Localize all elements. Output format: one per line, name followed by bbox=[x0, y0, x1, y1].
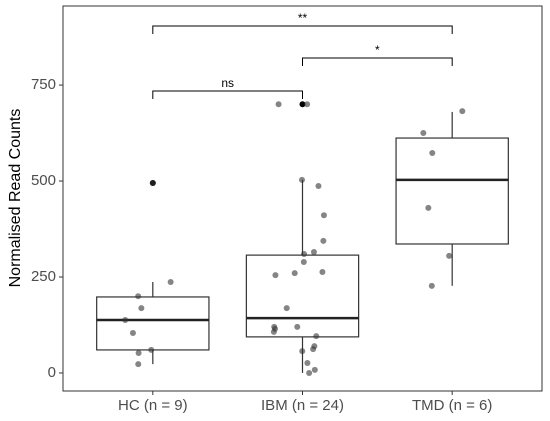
data-point bbox=[299, 348, 306, 355]
data-point bbox=[167, 278, 174, 285]
data-point bbox=[149, 179, 156, 186]
box bbox=[395, 137, 509, 245]
data-point bbox=[304, 359, 311, 366]
data-point bbox=[129, 330, 136, 337]
data-point bbox=[319, 269, 326, 276]
data-point bbox=[420, 130, 427, 137]
significance-bracket bbox=[152, 90, 303, 99]
y-tick-label: 750 bbox=[31, 76, 56, 93]
data-point bbox=[425, 204, 432, 211]
data-point bbox=[311, 366, 318, 373]
significance-bracket bbox=[302, 57, 453, 66]
data-point bbox=[291, 270, 298, 277]
data-point bbox=[135, 361, 142, 368]
data-point bbox=[446, 252, 453, 259]
data-point bbox=[294, 323, 301, 330]
significance-label: * bbox=[375, 43, 380, 57]
y-tick-label: 500 bbox=[31, 172, 56, 189]
box bbox=[96, 296, 210, 351]
data-point bbox=[122, 316, 129, 323]
data-point bbox=[148, 346, 155, 353]
y-tick-label: 0 bbox=[48, 364, 56, 381]
data-point bbox=[283, 305, 290, 312]
data-point bbox=[271, 323, 278, 330]
data-point bbox=[320, 212, 327, 219]
x-tick-label: HC (n = 9) bbox=[118, 397, 188, 414]
data-point bbox=[320, 237, 327, 244]
data-point bbox=[272, 272, 279, 279]
data-point bbox=[428, 282, 435, 289]
outlier bbox=[299, 101, 306, 108]
data-point bbox=[298, 176, 305, 183]
data-point bbox=[135, 293, 142, 300]
significance-label: ns bbox=[221, 76, 234, 90]
box bbox=[245, 254, 360, 338]
data-point bbox=[135, 349, 142, 356]
data-point bbox=[138, 305, 145, 312]
x-tick-label: IBM (n = 24) bbox=[261, 397, 344, 414]
data-point bbox=[275, 101, 282, 108]
data-point bbox=[300, 259, 307, 266]
data-point bbox=[310, 249, 317, 256]
y-tick-label: 250 bbox=[31, 268, 56, 285]
significance-bracket bbox=[152, 25, 453, 34]
data-point bbox=[304, 101, 311, 108]
data-point bbox=[459, 108, 466, 115]
y-axis-label: Normalised Read Counts bbox=[7, 109, 24, 288]
data-point bbox=[306, 369, 313, 376]
data-point bbox=[310, 346, 317, 353]
significance-label: ** bbox=[298, 11, 308, 25]
data-point bbox=[315, 183, 322, 190]
data-point bbox=[429, 150, 436, 157]
x-tick-label: TMD (n = 6) bbox=[412, 397, 492, 414]
data-point bbox=[301, 250, 308, 257]
data-point bbox=[313, 333, 320, 340]
